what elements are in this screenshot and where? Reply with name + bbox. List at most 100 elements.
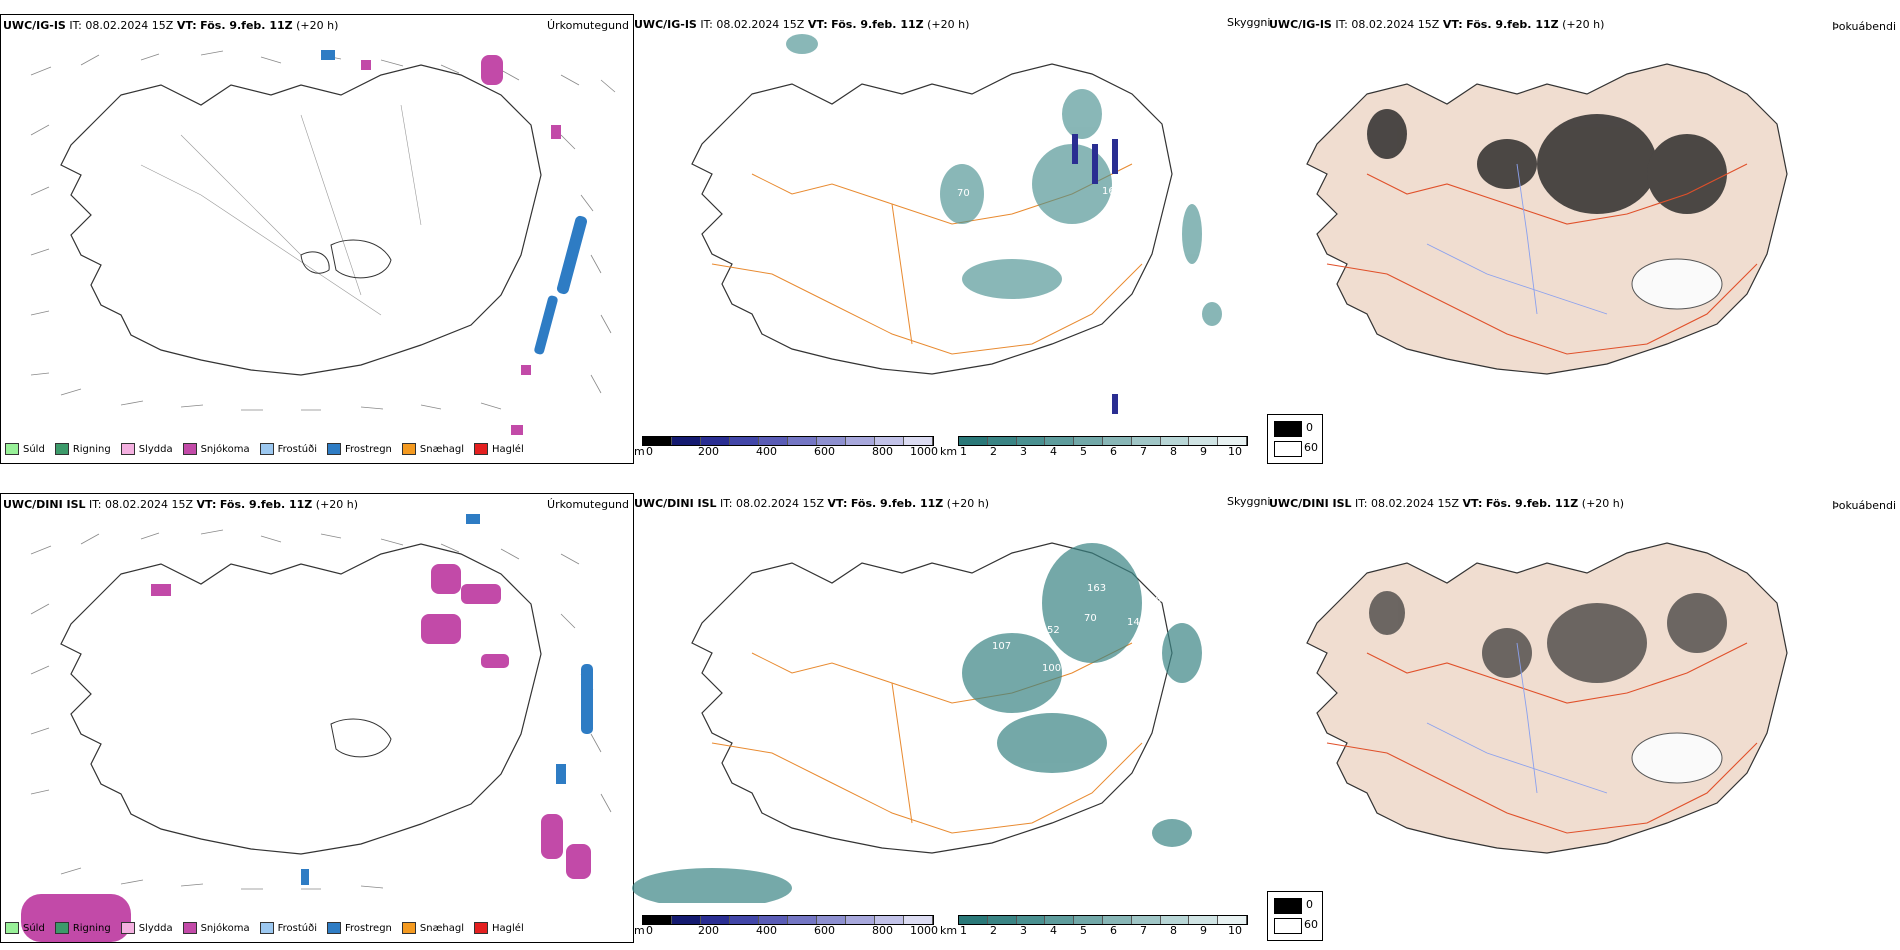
colorbar-swatch — [959, 916, 988, 924]
iceland-map: 70 161 24 — [691, 34, 1222, 414]
colorbar-swatch — [643, 916, 672, 924]
colorbar-swatch — [904, 437, 933, 445]
visibility-colorbar: km 1 2 3 4 5 6 7 8 9 10 — [940, 915, 1248, 937]
colorbar-unit: m — [634, 924, 645, 937]
colorbar-tick: 200 — [698, 924, 719, 937]
colorbar-tick: 9 — [1200, 445, 1207, 458]
colorbar-tick: 400 — [756, 445, 777, 458]
panel-title: UWC/DINI ISL IT: 08.02.2024 15Z VT: Fös.… — [634, 497, 990, 510]
colorbar-swatch — [1102, 437, 1132, 445]
panel-title: UWC/DINI ISL IT: 08.02.2024 15Z VT: Fös.… — [3, 498, 359, 511]
visibility-label: Skyggni — [1227, 495, 1271, 508]
colorbar-swatch — [672, 437, 701, 445]
colorbar-tick: 600 — [814, 924, 835, 937]
cloud-panel-top: UWC/IG-IS IT: 08.02.2024 15Z VT: Fös. 9.… — [1267, 14, 1900, 464]
colorbar-swatch — [1218, 916, 1247, 924]
colorbar-tick: 4 — [1050, 924, 1057, 937]
colorbar-swatch — [1102, 916, 1132, 924]
precip-label: Úrkomutegund — [547, 19, 629, 32]
legend-item: Haglél — [474, 443, 524, 455]
colorbar-swatch — [1045, 437, 1075, 445]
colorbar-tick: 4 — [1050, 445, 1057, 458]
legend-swatch — [182, 922, 197, 934]
colorbar-tick: 1 — [960, 924, 967, 937]
ceiling-colorbar: m 0 200 400 600 800 1000 — [634, 915, 939, 937]
legend-swatch — [5, 443, 19, 455]
cloud-number: 70 — [957, 188, 970, 199]
colorbar-tick: 3 — [1020, 445, 1027, 458]
legend-swatch — [259, 922, 274, 934]
colorbar-swatch — [1189, 916, 1219, 924]
colorbar-tick: 5 — [1080, 445, 1087, 458]
cloud-legend: 0 60 — [1267, 891, 1323, 941]
colorbar-tick: 1 — [960, 445, 967, 458]
precip-panel-bottom: UWC/DINI ISL IT: 08.02.2024 15Z VT: Fös.… — [0, 493, 634, 943]
cloud-number: 161 — [1102, 186, 1121, 197]
colorbar-swatch — [817, 916, 846, 924]
colorbar-swatch — [1160, 437, 1190, 445]
colorbar-swatch — [643, 437, 672, 445]
colorbar-unit: m — [634, 445, 645, 458]
precip-label: Úrkomutegund — [547, 498, 629, 511]
precip-legend: Súld Rigning Slydda Snjókoma Frostúði Fr… — [5, 922, 524, 934]
cloud-legend-swatch-1 — [1274, 441, 1302, 457]
colorbar-swatch — [1074, 437, 1103, 445]
legend-swatch — [5, 922, 19, 934]
legend-swatch — [474, 443, 489, 455]
colorbar-tick: 5 — [1080, 924, 1087, 937]
cloud-legend-swatch-0 — [1274, 421, 1302, 437]
colorbar-swatch — [1160, 916, 1190, 924]
colorbar-swatch — [817, 437, 846, 445]
iceland-map: 163 286 70 145 52 107 100 — [632, 542, 1202, 903]
legend-swatch — [54, 922, 69, 934]
colorbar-swatch — [1131, 916, 1161, 924]
colorbar-tick: 7 — [1140, 924, 1147, 937]
cloud-legend-swatch-1 — [1274, 918, 1302, 934]
panel-title: UWC/IG-IS IT: 08.02.2024 15Z VT: Fös. 9.… — [634, 18, 970, 31]
precip-legend: Súld Rigning Slydda Snjókoma Frostúði Fr… — [5, 443, 524, 455]
colorbar-tick: 400 — [756, 924, 777, 937]
iceland-map — [1306, 542, 1788, 854]
colorbar-tick: 2 — [990, 924, 997, 937]
colorbar-swatch — [1074, 916, 1103, 924]
colorbar-swatch — [701, 437, 730, 445]
legend-swatch — [327, 922, 341, 934]
colorbar-tick: 600 — [814, 445, 835, 458]
colorbar-swatch — [846, 437, 875, 445]
cloud-legend-swatch-0 — [1274, 898, 1302, 914]
legend-item: Snæhagl — [401, 443, 464, 455]
cloud-number: 24 — [1122, 184, 1135, 195]
legend-item: Rigning — [54, 922, 111, 934]
colorbar-swatch — [1016, 437, 1046, 445]
colorbar-swatch — [846, 916, 875, 924]
legend-item: Slydda — [120, 922, 173, 934]
ceiling-colorbar: m 0 200 400 600 800 1000 — [634, 436, 939, 458]
cloud-label: Þokuábendi — [1832, 499, 1896, 512]
cloud-number: 52 — [1047, 625, 1060, 636]
colorbar-unit: km — [940, 445, 958, 458]
legend-item: Haglél — [474, 922, 524, 934]
legend-item: Snjókoma — [182, 443, 250, 455]
colorbar-tick: 6 — [1110, 924, 1117, 937]
legend-swatch — [401, 922, 416, 934]
colorbar-tick: 10 — [1228, 445, 1242, 458]
colorbar-swatch — [788, 437, 817, 445]
colorbar-tick: 9 — [1200, 924, 1207, 937]
colorbar-swatch — [1218, 437, 1247, 445]
cloud-legend-value-1: 60 — [1304, 918, 1318, 931]
legend-item: Snjókoma — [182, 922, 250, 934]
legend-item: Frostúði — [259, 443, 317, 455]
colorbar-swatch — [1189, 437, 1219, 445]
visibility-panel-bottom: UWC/DINI ISL IT: 08.02.2024 15Z VT: Fös.… — [632, 493, 1271, 941]
colorbar-swatch — [875, 437, 904, 445]
cloud-number: 286 — [1142, 595, 1161, 606]
legend-swatch — [327, 443, 341, 455]
colorbar-tick: 8 — [1170, 445, 1177, 458]
colorbar-swatch — [904, 916, 933, 924]
legend-item: Frostregn — [327, 443, 392, 455]
cloud-legend-value-0: 0 — [1306, 421, 1313, 434]
legend-item: Frostúði — [259, 922, 317, 934]
legend-swatch — [120, 443, 135, 455]
panel-title: UWC/DINI ISL IT: 08.02.2024 15Z VT: Fös.… — [1269, 497, 1625, 510]
colorbar-swatch — [730, 916, 759, 924]
